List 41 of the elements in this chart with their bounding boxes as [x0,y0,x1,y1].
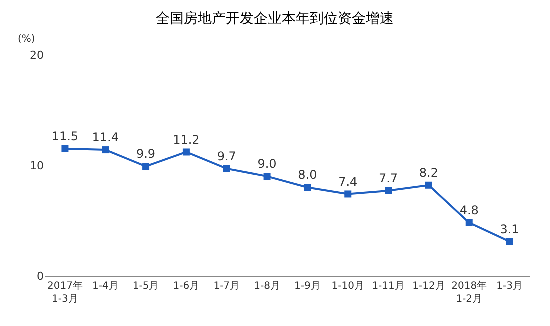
text: 9.0 [258,157,277,172]
chart-title: 全国房地产开发企业本年到位资金增速 [156,10,394,27]
x-tick-label: 1-4月 [92,281,119,292]
text: 8.2 [419,166,439,180]
x-tick-label: 1-8月 [254,281,280,292]
text: 9.7 [217,149,236,164]
x-tick-label: 1-6月 [173,281,200,292]
x-tick-label: 1-10月 [332,281,364,292]
y-tick-label: 0 [37,270,44,283]
x-tick-label: 1-7月 [214,281,240,292]
text: 9.9 [136,147,156,162]
text: 7.4 [338,174,358,189]
text: 8.0 [298,168,318,182]
point [304,184,312,192]
point [62,145,69,152]
x-tick-label: 1-12月 [412,281,446,292]
x-tick-label: 1-3月 [496,281,523,292]
point [466,219,473,226]
point [385,187,392,194]
text: 11.2 [173,132,200,147]
y-tick-label: 20 [30,48,44,62]
x-tick-label: 1-11月 [372,281,405,292]
text: 7.7 [378,172,398,186]
point [344,190,352,198]
x-tick-label: 1-5月 [132,281,160,292]
point [102,146,110,154]
point [264,173,271,180]
point [223,165,230,172]
point [182,148,190,156]
text: 11.5 [52,130,79,144]
text: 4.8 [460,204,479,218]
text: 3.1 [500,222,520,236]
x-tick-label: 2018年 1-2月 [452,280,488,305]
point [506,238,514,246]
y-axis-title: (%) [18,34,36,45]
x-tick-label: 1-9月 [294,281,321,292]
text: 11.4 [92,130,119,145]
x-tick-label: 2017年 1-3月 [47,280,83,305]
y-tick-label: 10 [30,159,44,172]
point [142,163,150,170]
point [425,182,432,189]
